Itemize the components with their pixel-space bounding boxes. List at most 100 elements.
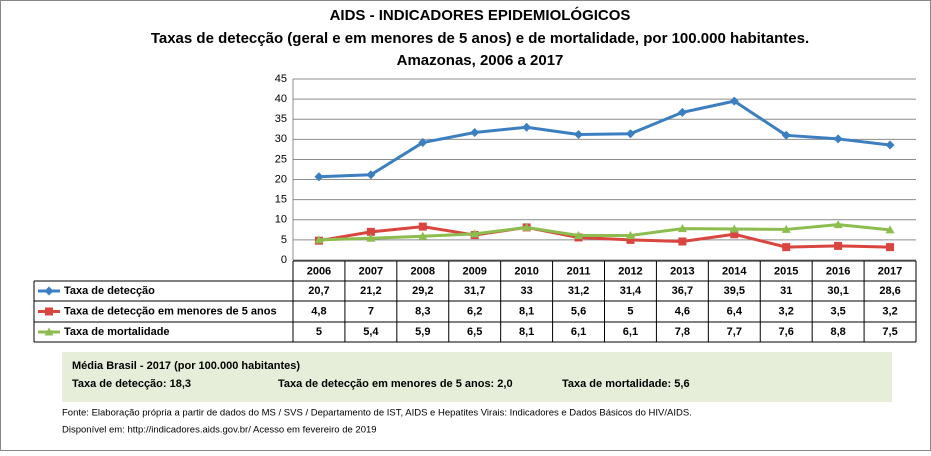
legend-label: Taxa de detecção em menores de 5 anos bbox=[64, 305, 277, 317]
y-tick-label: 30 bbox=[275, 133, 287, 145]
data-label: 28,6 bbox=[879, 285, 900, 297]
x-tick-label: 2010 bbox=[514, 265, 538, 277]
series-line bbox=[318, 223, 891, 242]
y-tick-label: 35 bbox=[275, 113, 287, 125]
chart-subtitle: Taxas de detecção (geral e em menores de… bbox=[151, 30, 809, 47]
data-label: 7,7 bbox=[727, 326, 742, 338]
data-point bbox=[833, 220, 843, 229]
data-label: 5,4 bbox=[363, 326, 379, 338]
data-point bbox=[834, 241, 843, 250]
summary-heading: Média Brasil - 2017 (por 100.000 habitan… bbox=[72, 360, 300, 372]
summary-item: Taxa de mortalidade: 5,6 bbox=[562, 378, 690, 390]
data-point bbox=[886, 243, 895, 252]
data-point bbox=[782, 243, 791, 252]
data-point bbox=[885, 225, 895, 234]
y-tick-label: 20 bbox=[275, 173, 287, 185]
y-tick-label: 10 bbox=[275, 214, 287, 226]
x-tick-label: 2012 bbox=[618, 265, 642, 277]
data-label: 8,1 bbox=[519, 305, 534, 317]
summary-item: Taxa de detecção em menores de 5 anos: 2… bbox=[278, 378, 513, 390]
data-label: 31 bbox=[780, 285, 792, 297]
summary-item: Taxa de detecção: 18,3 bbox=[72, 378, 191, 390]
data-point bbox=[833, 134, 843, 144]
chart-title: AIDS - INDICADORES EPIDEMIOLÓGICOS bbox=[330, 6, 631, 24]
data-point bbox=[574, 130, 584, 140]
data-point bbox=[885, 140, 895, 150]
legend-label: Taxa de mortalidade bbox=[64, 326, 170, 338]
data-point bbox=[625, 230, 635, 239]
data-point bbox=[418, 138, 428, 148]
data-point bbox=[781, 224, 791, 233]
data-label: 31,7 bbox=[464, 285, 485, 297]
x-tick-label: 2008 bbox=[411, 265, 435, 277]
data-label: 5,9 bbox=[415, 326, 430, 338]
data-point bbox=[574, 230, 584, 239]
data-point bbox=[366, 170, 376, 180]
data-point bbox=[470, 127, 480, 137]
data-label: 33 bbox=[521, 285, 533, 297]
legend-marker bbox=[44, 327, 54, 336]
data-label: 3,2 bbox=[882, 305, 897, 317]
chart-subtitle: Amazonas, 2006 a 2017 bbox=[397, 52, 564, 69]
x-tick-label: 2013 bbox=[670, 265, 694, 277]
summary-box bbox=[62, 352, 892, 402]
data-point bbox=[418, 231, 428, 240]
data-point bbox=[677, 107, 687, 117]
data-label: 31,4 bbox=[620, 285, 642, 297]
x-tick-label: 2009 bbox=[462, 265, 486, 277]
data-label: 6,5 bbox=[467, 326, 482, 338]
y-tick-label: 15 bbox=[275, 194, 287, 206]
data-point bbox=[678, 237, 687, 246]
data-point bbox=[366, 233, 376, 242]
y-tick-label: 25 bbox=[275, 153, 287, 165]
data-point bbox=[729, 224, 739, 233]
data-label: 7,8 bbox=[675, 326, 690, 338]
data-label: 36,7 bbox=[672, 285, 693, 297]
data-label: 6,4 bbox=[727, 305, 743, 317]
data-label: 20,7 bbox=[308, 285, 329, 297]
data-point bbox=[625, 129, 635, 139]
data-label: 8,3 bbox=[415, 305, 430, 317]
data-point bbox=[730, 230, 739, 239]
y-tick-label: 5 bbox=[281, 234, 287, 246]
data-label: 39,5 bbox=[724, 285, 745, 297]
data-point bbox=[626, 235, 635, 244]
data-label: 8,1 bbox=[519, 326, 534, 338]
y-tick-label: 45 bbox=[275, 73, 287, 85]
data-label: 6,1 bbox=[623, 326, 638, 338]
data-label: 6,2 bbox=[467, 305, 482, 317]
legend-marker bbox=[44, 286, 54, 296]
data-point bbox=[522, 122, 532, 132]
data-point bbox=[314, 172, 324, 182]
x-tick-label: 2011 bbox=[567, 265, 591, 277]
data-label: 21,2 bbox=[360, 285, 381, 297]
data-label: 7 bbox=[368, 305, 374, 317]
data-point bbox=[729, 96, 739, 106]
source: Disponível em: http://indicadores.aids.g… bbox=[62, 425, 377, 436]
x-tick-label: 2016 bbox=[826, 265, 850, 277]
data-point bbox=[470, 229, 480, 238]
data-point bbox=[677, 224, 687, 233]
data-label: 4,6 bbox=[675, 305, 690, 317]
x-tick-label: 2015 bbox=[774, 265, 798, 277]
data-point bbox=[781, 130, 791, 140]
y-tick-label: 40 bbox=[275, 93, 287, 105]
data-label: 7,5 bbox=[882, 326, 897, 338]
data-label: 8,8 bbox=[830, 326, 845, 338]
series-line bbox=[318, 225, 891, 249]
x-tick-label: 2017 bbox=[878, 265, 902, 277]
data-label: 31,2 bbox=[568, 285, 589, 297]
x-tick-label: 2006 bbox=[307, 265, 331, 277]
series-line bbox=[318, 99, 891, 179]
x-tick-label: 2007 bbox=[359, 265, 383, 277]
data-point bbox=[366, 227, 375, 236]
data-point bbox=[314, 235, 324, 244]
data-label: 30,1 bbox=[827, 285, 848, 297]
data-label: 29,2 bbox=[412, 285, 433, 297]
data-label: 5 bbox=[316, 326, 322, 338]
data-label: 4,8 bbox=[311, 305, 326, 317]
data-point bbox=[418, 222, 427, 231]
legend-marker bbox=[45, 307, 53, 316]
